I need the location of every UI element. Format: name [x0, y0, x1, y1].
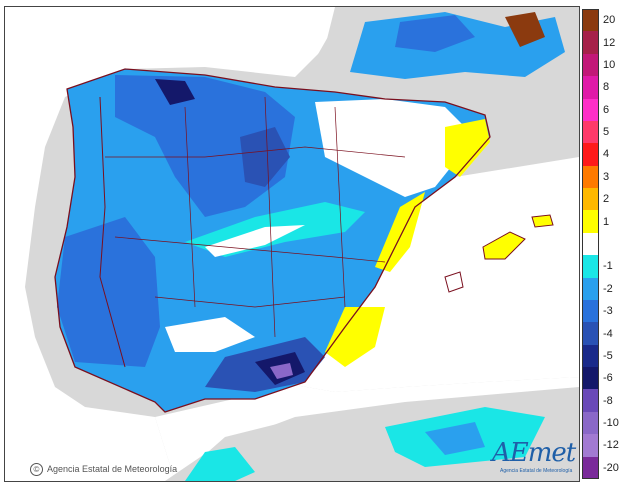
legend-swatch	[582, 31, 599, 55]
legend-swatch	[582, 143, 599, 167]
legend-swatch	[582, 411, 599, 435]
legend-swatch	[582, 232, 599, 256]
legend-label: -5	[603, 349, 613, 362]
france-colder-area	[395, 15, 475, 52]
central-neutral-band	[205, 225, 305, 257]
mallorca	[482, 231, 526, 260]
morocco-light-area	[185, 447, 255, 481]
legend-swatch	[582, 53, 599, 77]
legend-swatch	[582, 210, 599, 234]
legend-swatch	[582, 389, 599, 413]
legend-swatch	[582, 456, 599, 480]
credit-line: © Agencia Estatal de Meteorología	[30, 463, 177, 476]
legend-swatch	[582, 434, 599, 458]
legend-label: -2	[603, 282, 613, 295]
logo-tagline: Agencia Estatal de Meteorología	[500, 468, 573, 474]
iberia-coastline	[54, 68, 491, 413]
legend-label: 4	[603, 148, 610, 161]
portugal-border	[99, 96, 126, 368]
cantabria-cold-core	[155, 79, 195, 105]
legend-label: -10	[603, 417, 619, 430]
legend-swatch	[582, 98, 599, 122]
logo-mark: AEmet	[492, 438, 576, 468]
legend-label: 8	[603, 81, 610, 94]
legend-label: -3	[603, 305, 613, 318]
copyright-icon: ©	[30, 463, 43, 476]
atlantic-sea	[5, 7, 335, 481]
central-cold-core	[240, 127, 290, 187]
legend-label: 12	[603, 36, 616, 49]
legend-swatch	[582, 188, 599, 211]
west-cold-area	[57, 217, 160, 367]
color-legend: 20 12 10 8 6 5 4 3 2 1 -1 -2 -3 -4 -5 -6 -8 -10 -12 -20	[582, 9, 630, 480]
province-borders	[105, 96, 406, 338]
southeast-warm-area	[325, 307, 385, 367]
legend-label: 5	[603, 126, 610, 139]
menorca	[531, 214, 554, 228]
legend-label: -20	[603, 461, 619, 474]
legend-label: -12	[603, 439, 619, 452]
ibiza	[444, 271, 464, 293]
legend-label: 3	[603, 170, 610, 183]
legend-swatch	[582, 277, 599, 301]
legend-label: 6	[603, 103, 610, 116]
legend-swatch	[582, 255, 599, 279]
legend-swatch	[582, 76, 599, 100]
aemet-logo: AEmet Agencia Estatal de Meteorología	[492, 438, 576, 478]
legend-label: -4	[603, 327, 613, 340]
credit-text: Agencia Estatal de Meteorología	[47, 463, 178, 474]
catalonia-warm-area	[445, 119, 490, 177]
legend-swatch	[582, 165, 599, 189]
legend-label: 20	[603, 14, 616, 27]
sierra-nevada-coldest	[270, 363, 293, 379]
legend-label: -1	[603, 260, 613, 273]
legend-swatch	[582, 9, 599, 32]
iberia-map	[5, 7, 579, 481]
legend-label: -8	[603, 394, 613, 407]
legend-swatch	[582, 322, 599, 346]
algeria-cold-area	[425, 422, 485, 455]
legend-swatch	[582, 344, 599, 368]
legend-swatch	[582, 120, 599, 144]
legend-label: -6	[603, 372, 613, 385]
legend-swatch	[582, 299, 599, 323]
northeast-neutral-area	[315, 99, 475, 197]
legend-label: 10	[603, 58, 616, 71]
guadalquivir-neutral-area	[165, 317, 255, 352]
legend-swatch	[582, 367, 599, 390]
legend-label: 1	[603, 215, 610, 228]
legend-label: 2	[603, 193, 610, 206]
map-panel	[4, 6, 580, 482]
france-warm-spot	[505, 12, 545, 47]
